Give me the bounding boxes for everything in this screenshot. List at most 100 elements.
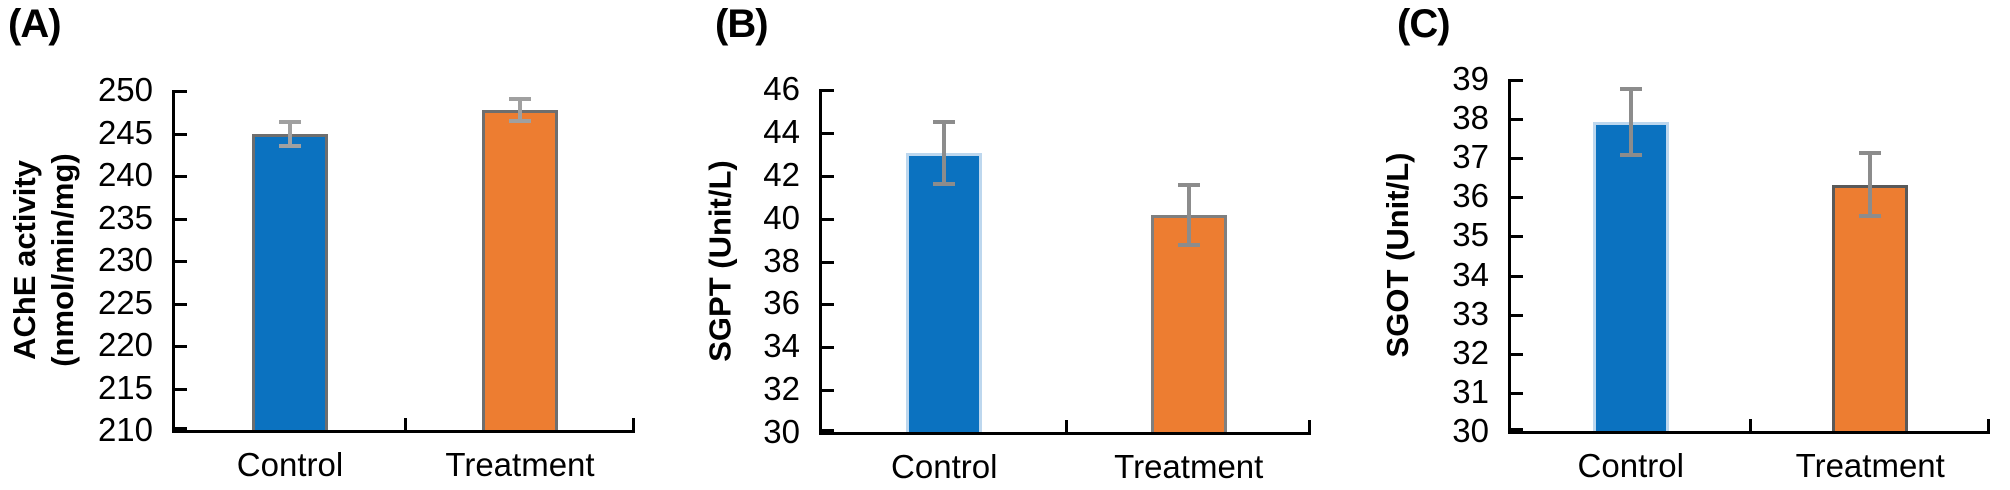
x-axis-tick xyxy=(1065,420,1068,432)
error-bar xyxy=(1628,88,1633,156)
error-bar-cap-top xyxy=(279,120,301,125)
y-axis-tick-label: 30 xyxy=(763,413,800,450)
y-axis-tick-label: 32 xyxy=(763,370,800,408)
y-axis-tick xyxy=(175,345,187,348)
y-axis-tick xyxy=(822,346,834,350)
panel-label-b: (B) xyxy=(715,2,769,46)
y-axis-tick-label: 44 xyxy=(763,112,800,150)
y-axis-tick xyxy=(822,89,834,92)
x-axis-tick xyxy=(403,418,407,430)
error-bar-cap-top xyxy=(1177,183,1200,188)
error-bar-cap-top xyxy=(1619,86,1642,91)
error-bar-cap-bottom xyxy=(279,144,301,149)
y-axis-tick xyxy=(1511,274,1523,278)
y-axis-tick-label: 46 xyxy=(763,70,800,107)
error-bar-cap-bottom xyxy=(1177,243,1200,248)
y-axis-tick xyxy=(822,429,834,432)
y-axis-tick-label: 33 xyxy=(1452,294,1489,332)
error-bar xyxy=(1186,185,1191,246)
y-axis-tick xyxy=(175,260,187,263)
y-axis-tick-label: 35 xyxy=(1452,216,1489,254)
y-axis-tick-label: 30 xyxy=(1452,412,1489,449)
error-bar-cap-top xyxy=(509,97,531,102)
error-bar-cap-bottom xyxy=(1859,213,1882,218)
y-axis-tick-label: 36 xyxy=(763,284,800,322)
y-axis-tick-label: 32 xyxy=(1452,333,1489,371)
error-bar-cap-top xyxy=(933,120,956,125)
error-bar xyxy=(942,122,947,185)
y-axis-tick xyxy=(822,131,834,135)
y-axis-tick xyxy=(175,90,187,93)
y-axis-tick xyxy=(822,217,834,221)
y-axis-tick-label: 210 xyxy=(97,411,153,448)
y-axis-tick xyxy=(822,174,834,178)
y-axis-tick xyxy=(822,260,834,264)
plot-area-b xyxy=(819,89,1311,435)
bar-treatment xyxy=(1150,215,1227,432)
y-axis-tick xyxy=(175,132,187,136)
plot-area-c xyxy=(1508,79,1990,434)
x-category-label: Control xyxy=(891,448,998,485)
y-axis-tick xyxy=(175,387,187,391)
error-bar-cap-bottom xyxy=(933,182,956,187)
y-axis-tick-label: 235 xyxy=(97,198,153,236)
error-bar-cap-bottom xyxy=(509,119,531,124)
y-axis-tick-label: 37 xyxy=(1452,138,1489,176)
y-axis-tick xyxy=(1511,235,1523,239)
y-axis-tick-label: 225 xyxy=(97,283,153,321)
y-axis-tick xyxy=(822,303,834,307)
bar-control xyxy=(252,134,328,430)
chart-panel-c: (C) SGOT (Unit/L) 39 38 37 36 35 34 33 32 31 30 Co… xyxy=(1340,0,2010,490)
error-bar xyxy=(288,122,292,147)
y-axis-tick-label: 36 xyxy=(1452,177,1489,215)
y-axis-tick xyxy=(1511,391,1523,395)
y-axis-tick-label: 250 xyxy=(97,71,153,108)
bar-treatment xyxy=(482,110,558,430)
y-axis-tick-label: 31 xyxy=(1452,372,1489,410)
y-axis-tick xyxy=(1511,428,1523,431)
y-axis-tick xyxy=(1511,79,1523,82)
y-axis-tick xyxy=(175,427,187,430)
bar-control xyxy=(1592,122,1669,431)
y-axis-tick-label: 40 xyxy=(763,198,800,236)
chart-panel-b: (B) SGPT (Unit/L) 46 44 42 40 38 36 34 32 30 Cont… xyxy=(670,0,1340,490)
panel-label-c: (C) xyxy=(1397,2,1451,46)
y-axis-tick xyxy=(1511,157,1523,161)
panel-label-a: (A) xyxy=(8,2,62,46)
x-category-label: Treatment xyxy=(1114,448,1264,485)
plot-area-a xyxy=(172,90,635,433)
error-bar-cap-top xyxy=(1859,151,1882,156)
y-axis-tick xyxy=(1511,313,1523,317)
y-axis-tick-label: 245 xyxy=(97,113,153,151)
y-axis-tick-label: 34 xyxy=(763,327,800,365)
y-axis-tick xyxy=(822,389,834,393)
x-axis-tick xyxy=(1987,419,1990,431)
y-axis-tick-label: 42 xyxy=(763,155,800,193)
y-axis-tick-label: 38 xyxy=(763,241,800,279)
x-category-label: Treatment xyxy=(1795,447,1945,484)
error-bar-cap-bottom xyxy=(1619,153,1642,158)
y-axis-tick xyxy=(1511,196,1523,200)
y-axis-tick-label: 39 xyxy=(1452,60,1489,97)
y-axis-tick-label: 220 xyxy=(97,326,153,363)
y-axis-tick xyxy=(175,175,187,178)
x-category-label: Control xyxy=(1577,447,1684,484)
y-axis-tick-label: 230 xyxy=(97,241,153,278)
y-axis-tick xyxy=(175,217,187,221)
x-category-label: Control xyxy=(236,446,344,483)
y-axis-tick xyxy=(1511,118,1523,122)
y-axis-tick-label: 240 xyxy=(97,156,153,193)
error-bar xyxy=(518,99,522,122)
y-axis-tick-label: 34 xyxy=(1452,255,1489,293)
error-bar xyxy=(1868,153,1873,216)
y-axis-tick-label: 215 xyxy=(97,368,153,406)
x-axis-tick xyxy=(632,418,635,430)
chart-panel-a: (A) AChE activity (nmol/min/mg) 250 245 24… xyxy=(0,0,670,490)
y-axis-tick xyxy=(175,302,187,306)
bar-control xyxy=(906,153,983,432)
x-axis-tick xyxy=(1749,419,1752,431)
x-axis-tick xyxy=(1308,420,1311,432)
y-axis-tick xyxy=(1511,352,1523,356)
bar-treatment xyxy=(1832,184,1909,431)
